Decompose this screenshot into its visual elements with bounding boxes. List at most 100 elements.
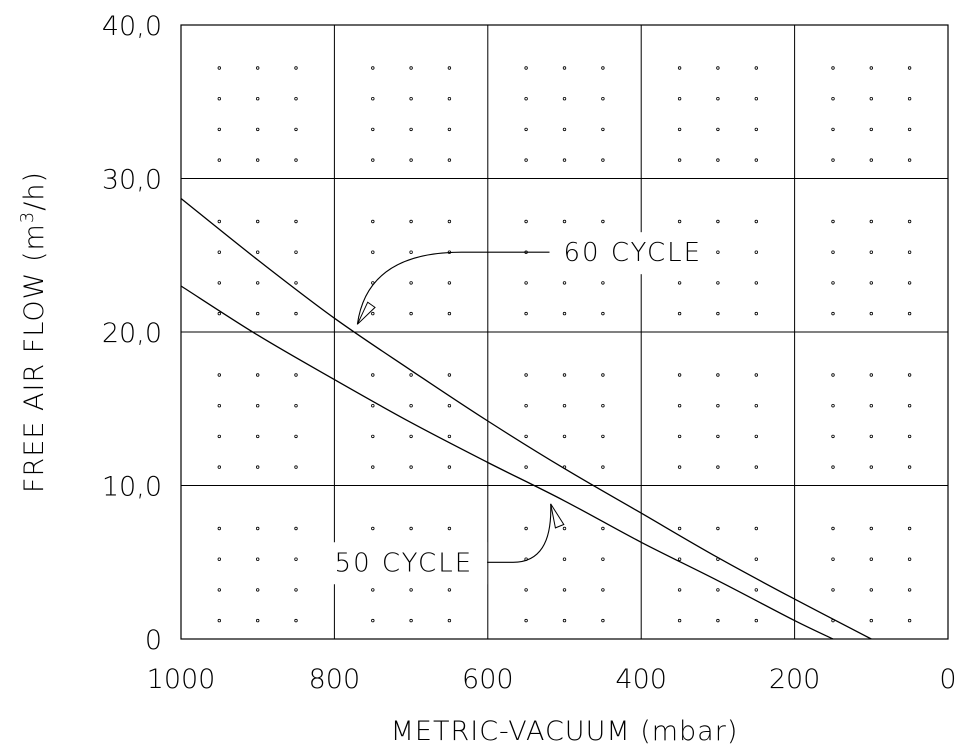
- grid-dot: [409, 311, 413, 316]
- grid-dot: [409, 618, 413, 623]
- grid-dot: [524, 96, 528, 101]
- grid-dot: [294, 158, 298, 162]
- grid-dot: [869, 158, 873, 162]
- grid-dot: [447, 434, 452, 439]
- grid-dot: [754, 250, 758, 254]
- grid-dot: [371, 618, 375, 623]
- x-axis-label: METRIC-VACUUM (mbar): [391, 716, 739, 747]
- y-axis-label-superscript: 3: [17, 211, 38, 223]
- annotation-label-bg: [320, 542, 488, 585]
- grid-dot: [256, 465, 260, 469]
- grid-dot: [601, 526, 605, 531]
- grid-dot: [907, 158, 912, 162]
- series-line-50-cycle: [180, 285, 834, 640]
- grid-dot: [409, 588, 413, 592]
- grid-dot: [524, 404, 528, 408]
- grid-dot: [447, 66, 452, 70]
- grid-dot: [869, 127, 873, 132]
- annotation-50-cycle: 50 CYCLE: [320, 503, 565, 585]
- x-axis-tick-labels: 1000 800 600 400 200 0: [147, 664, 957, 695]
- grid-dot: [831, 434, 835, 439]
- grid-dot: [447, 96, 452, 101]
- grid-dot: [562, 281, 567, 285]
- grid-dot: [524, 219, 528, 224]
- grid-dot: [524, 434, 528, 439]
- grid-dot: [601, 618, 605, 623]
- grid-dot: [217, 158, 221, 162]
- grid-dot: [409, 158, 413, 162]
- grid-dot: [371, 66, 375, 70]
- grid-dot: [409, 66, 413, 70]
- grid-dot: [677, 158, 682, 162]
- grid-dot: [716, 373, 720, 377]
- annotation-leader-60-cycle: [356, 251, 550, 325]
- grid-dot: [601, 434, 605, 439]
- grid-dot: [371, 219, 375, 224]
- grid-dot: [601, 404, 605, 408]
- grid-dot: [754, 557, 758, 561]
- grid-dot: [601, 127, 605, 132]
- grid-dot: [447, 588, 452, 592]
- grid-dot: [754, 404, 758, 408]
- grid-dot: [256, 219, 260, 224]
- grid-dot: [831, 96, 835, 101]
- grid-dot: [524, 526, 528, 531]
- grid-dot: [831, 281, 835, 285]
- y-tick-label: 20,0: [102, 318, 162, 349]
- grid-dot: [562, 373, 567, 377]
- grid-dot: [677, 373, 682, 377]
- background-dots: [217, 66, 912, 623]
- grid-dot: [869, 281, 873, 285]
- grid-dot: [831, 158, 835, 162]
- grid-dot: [294, 618, 298, 623]
- grid-dot: [409, 465, 413, 469]
- grid-dot: [217, 311, 221, 316]
- grid-dot: [217, 96, 221, 101]
- series-lines: [180, 197, 872, 640]
- grid-dot: [294, 373, 298, 377]
- grid-dot: [409, 96, 413, 101]
- grid-dot: [677, 434, 682, 439]
- grid-dot: [869, 404, 873, 408]
- y-tick-label: 30,0: [102, 165, 162, 196]
- grid-dot: [677, 588, 682, 592]
- grid-dot: [409, 281, 413, 285]
- grid-dot: [907, 434, 912, 439]
- grid-dot: [907, 373, 912, 377]
- grid-dot: [601, 219, 605, 224]
- grid-dot: [907, 404, 912, 408]
- grid-dot: [754, 158, 758, 162]
- grid-dot: [447, 404, 452, 408]
- grid-dot: [831, 311, 835, 316]
- grid-dot: [562, 526, 567, 531]
- annotations: 60 CYCLE 50 CYCLE: [320, 232, 717, 585]
- grid-dot: [677, 281, 682, 285]
- grid-dot: [831, 127, 835, 132]
- grid-dot: [524, 281, 528, 285]
- grid-dot: [677, 66, 682, 70]
- x-tick-label: 0: [939, 664, 956, 695]
- grid-dot: [562, 96, 567, 101]
- grid-dot: [524, 373, 528, 377]
- grid-dot: [869, 250, 873, 254]
- grid-dot: [217, 434, 221, 439]
- grid-dot: [716, 404, 720, 408]
- grid-dot: [716, 434, 720, 439]
- grid-dot: [754, 465, 758, 469]
- grid-dot: [869, 66, 873, 70]
- grid-dot: [831, 588, 835, 592]
- grid-dot: [217, 618, 221, 623]
- grid-dot: [524, 465, 528, 469]
- grid-dot: [409, 373, 413, 377]
- grid-dot: [601, 66, 605, 70]
- grid-dot: [831, 66, 835, 70]
- grid-dot: [562, 311, 567, 316]
- grid-dot: [217, 404, 221, 408]
- y-axis-tick-labels: 0 10,0 20,0 30,0 40,0: [102, 11, 162, 656]
- annotation-label-50-cycle: 50 CYCLE: [335, 548, 474, 578]
- grid-dot: [371, 434, 375, 439]
- grid-dot: [601, 96, 605, 101]
- grid-dot: [256, 96, 260, 101]
- grid-dot: [601, 557, 605, 561]
